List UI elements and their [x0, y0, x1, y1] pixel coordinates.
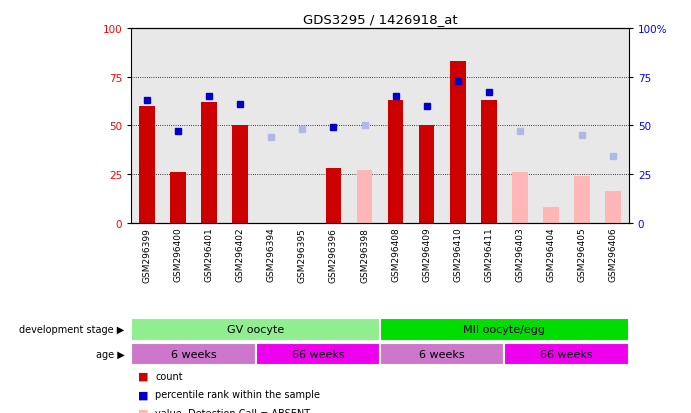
Bar [536, 29, 567, 223]
Title: GDS3295 / 1426918_at: GDS3295 / 1426918_at [303, 13, 457, 26]
Bar [131, 29, 162, 223]
Bar [318, 29, 349, 223]
Text: GSM296394: GSM296394 [267, 227, 276, 282]
Text: MII oocyte/egg: MII oocyte/egg [464, 324, 545, 335]
Text: age ▶: age ▶ [95, 349, 124, 359]
Text: 66 weeks: 66 weeks [540, 349, 593, 359]
Text: percentile rank within the sample: percentile rank within the sample [155, 389, 321, 399]
Text: 6 weeks: 6 weeks [171, 349, 216, 359]
Text: GSM296409: GSM296409 [422, 227, 431, 282]
Bar [512, 173, 528, 223]
Bar [605, 192, 621, 223]
Text: GSM296401: GSM296401 [205, 227, 214, 282]
Text: ■: ■ [138, 371, 149, 381]
Bar [256, 29, 287, 223]
Bar [287, 29, 318, 223]
Text: GSM296396: GSM296396 [329, 227, 338, 282]
Bar [139, 107, 155, 223]
Bar [131, 318, 380, 341]
Bar [380, 29, 411, 223]
Text: GSM296395: GSM296395 [298, 227, 307, 282]
Text: value, Detection Call = ABSENT: value, Detection Call = ABSENT [155, 408, 310, 413]
Bar [411, 29, 442, 223]
Bar [162, 29, 193, 223]
Bar [193, 29, 225, 223]
Bar [598, 29, 629, 223]
Bar [504, 29, 536, 223]
Bar [481, 101, 497, 223]
Bar [504, 343, 629, 366]
Text: 6 weeks: 6 weeks [419, 349, 465, 359]
Text: GSM296405: GSM296405 [578, 227, 587, 282]
Bar [131, 343, 256, 366]
Bar [543, 207, 559, 223]
Text: 66 weeks: 66 weeks [292, 349, 344, 359]
Bar [380, 318, 629, 341]
Text: ■: ■ [138, 389, 149, 399]
Bar [325, 169, 341, 223]
Text: GSM296402: GSM296402 [236, 227, 245, 282]
Text: count: count [155, 371, 183, 381]
Bar [170, 173, 186, 223]
Text: GSM296399: GSM296399 [142, 227, 151, 282]
Text: GSM296404: GSM296404 [547, 227, 556, 282]
Bar [442, 29, 473, 223]
Bar [256, 343, 380, 366]
Bar [473, 29, 504, 223]
Text: GSM296411: GSM296411 [484, 227, 493, 282]
Text: GV oocyte: GV oocyte [227, 324, 284, 335]
Bar [450, 62, 466, 223]
Text: development stage ▶: development stage ▶ [19, 324, 124, 335]
Bar [201, 103, 217, 223]
Text: GSM296406: GSM296406 [609, 227, 618, 282]
Bar [380, 343, 504, 366]
Bar [574, 176, 590, 223]
Text: GSM296400: GSM296400 [173, 227, 182, 282]
Text: GSM296398: GSM296398 [360, 227, 369, 282]
Text: ■: ■ [138, 408, 149, 413]
Text: GSM296408: GSM296408 [391, 227, 400, 282]
Bar [357, 171, 372, 223]
Bar [349, 29, 380, 223]
Bar [232, 126, 248, 223]
Bar [567, 29, 598, 223]
Bar [419, 126, 435, 223]
Bar [388, 101, 404, 223]
Text: GSM296410: GSM296410 [453, 227, 462, 282]
Bar [225, 29, 256, 223]
Text: GSM296403: GSM296403 [515, 227, 524, 282]
